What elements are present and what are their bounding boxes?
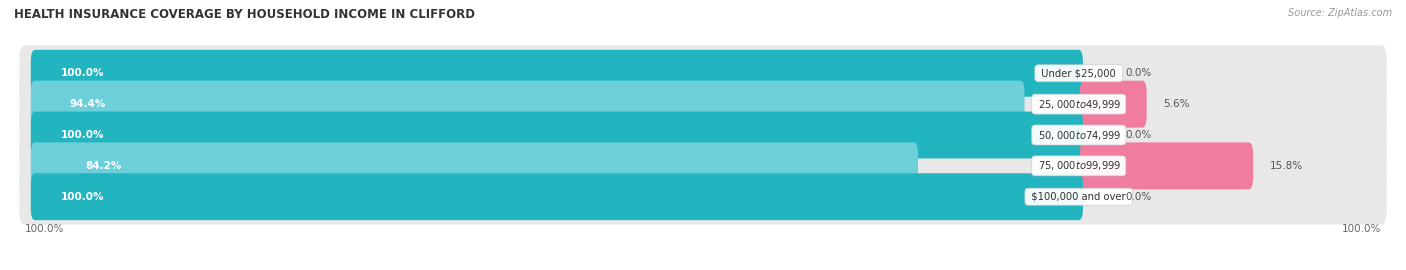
Text: 100.0%: 100.0% [24, 224, 63, 234]
Text: 84.2%: 84.2% [86, 161, 122, 171]
Text: 94.4%: 94.4% [70, 99, 107, 109]
FancyBboxPatch shape [20, 138, 1386, 194]
Text: 100.0%: 100.0% [60, 192, 104, 202]
Text: $50,000 to $74,999: $50,000 to $74,999 [1035, 129, 1122, 141]
FancyBboxPatch shape [1080, 81, 1147, 128]
Text: $25,000 to $49,999: $25,000 to $49,999 [1035, 98, 1122, 111]
Text: 5.6%: 5.6% [1163, 99, 1189, 109]
Text: $100,000 and over: $100,000 and over [1028, 192, 1129, 202]
FancyBboxPatch shape [31, 81, 1025, 128]
Text: 100.0%: 100.0% [60, 130, 104, 140]
Text: 100.0%: 100.0% [1343, 224, 1382, 234]
Text: $75,000 to $99,999: $75,000 to $99,999 [1035, 159, 1122, 172]
Text: 100.0%: 100.0% [60, 68, 104, 78]
FancyBboxPatch shape [1080, 142, 1253, 189]
Text: HEALTH INSURANCE COVERAGE BY HOUSEHOLD INCOME IN CLIFFORD: HEALTH INSURANCE COVERAGE BY HOUSEHOLD I… [14, 8, 475, 21]
Text: 0.0%: 0.0% [1126, 68, 1152, 78]
Text: 15.8%: 15.8% [1270, 161, 1303, 171]
FancyBboxPatch shape [20, 46, 1386, 101]
FancyBboxPatch shape [20, 107, 1386, 163]
FancyBboxPatch shape [31, 142, 918, 189]
Text: Under $25,000: Under $25,000 [1039, 68, 1119, 78]
FancyBboxPatch shape [31, 173, 1083, 220]
FancyBboxPatch shape [20, 169, 1386, 224]
FancyBboxPatch shape [20, 76, 1386, 132]
FancyBboxPatch shape [31, 112, 1083, 158]
Text: Source: ZipAtlas.com: Source: ZipAtlas.com [1288, 8, 1392, 18]
FancyBboxPatch shape [31, 50, 1083, 97]
Text: 0.0%: 0.0% [1126, 192, 1152, 202]
Text: 0.0%: 0.0% [1126, 130, 1152, 140]
